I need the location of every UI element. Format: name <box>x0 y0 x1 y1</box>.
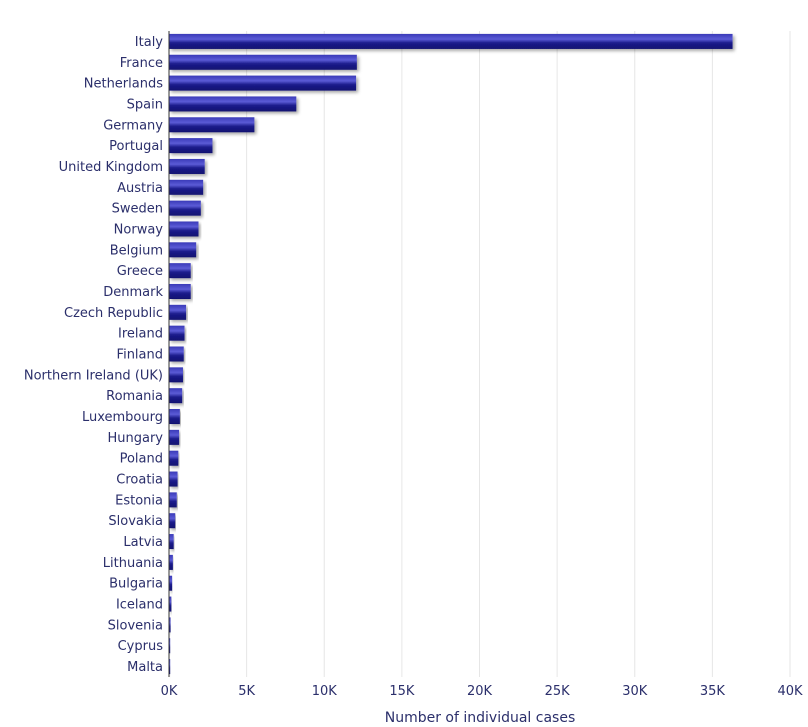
bar[interactable] <box>169 617 171 633</box>
y-category-label: Italy <box>135 35 164 50</box>
y-category-label: Sweden <box>112 202 163 217</box>
y-category-label: Austria <box>117 181 163 196</box>
x-tick-label: 25K <box>545 684 571 699</box>
bar[interactable] <box>169 54 357 70</box>
x-tick-label: 5K <box>238 684 255 699</box>
x-tick-label: 30K <box>622 684 648 699</box>
y-category-label: Cyprus <box>118 639 164 654</box>
bar[interactable] <box>169 367 183 383</box>
y-category-label: Germany <box>103 118 163 133</box>
y-category-label: Estonia <box>115 493 163 508</box>
y-category-label: Greece <box>117 264 163 279</box>
y-category-label: Portugal <box>109 139 163 154</box>
bar[interactable] <box>169 242 197 258</box>
y-category-label: Poland <box>120 452 163 467</box>
y-category-label: France <box>120 56 163 71</box>
x-tick-label: 20K <box>467 684 493 699</box>
bar[interactable] <box>169 263 191 279</box>
x-tick-label: 40K <box>777 684 803 699</box>
bar[interactable] <box>169 304 187 320</box>
y-category-label: Hungary <box>107 431 163 446</box>
x-axis-title: Number of individual cases <box>385 710 576 726</box>
bar[interactable] <box>169 138 213 154</box>
y-category-label: Netherlands <box>84 77 163 92</box>
gridlines <box>246 31 791 677</box>
x-tick-label: 15K <box>389 684 415 699</box>
bar[interactable] <box>169 221 199 237</box>
y-category-label: Norway <box>114 222 164 237</box>
y-category-label: Romania <box>106 389 163 404</box>
y-category-label: Malta <box>127 660 163 675</box>
y-category-label: Bulgaria <box>109 577 163 592</box>
y-category-label: Northern Ireland (UK) <box>24 368 163 383</box>
y-category-label: Ireland <box>118 327 163 342</box>
bar[interactable] <box>169 200 201 216</box>
y-category-label: Croatia <box>116 473 163 488</box>
bar[interactable] <box>169 158 205 174</box>
bar[interactable] <box>169 33 733 49</box>
bar[interactable] <box>169 346 184 362</box>
bar[interactable] <box>169 179 204 195</box>
bar[interactable] <box>169 596 172 612</box>
bar[interactable] <box>169 554 173 570</box>
y-category-label: Luxembourg <box>82 410 163 425</box>
x-axis: 0K 5K 10K 15K 20K 25K 30K 35K 40K <box>161 684 803 699</box>
x-tick-label: 0K <box>161 684 178 699</box>
y-category-label: Iceland <box>116 598 163 613</box>
y-category-label: Latvia <box>123 535 163 550</box>
bar[interactable] <box>169 409 180 425</box>
y-axis: Italy France Netherlands Spain Germany Portug… <box>24 31 170 677</box>
y-category-label: Slovakia <box>108 514 163 529</box>
bar[interactable] <box>169 513 176 529</box>
bar[interactable] <box>169 638 171 654</box>
bar[interactable] <box>169 471 178 487</box>
y-category-label: Slovenia <box>108 618 163 633</box>
bar[interactable] <box>169 575 173 591</box>
y-category-label: Czech Republic <box>64 306 163 321</box>
bar[interactable] <box>169 75 357 91</box>
bar[interactable] <box>169 492 177 508</box>
x-tick-label: 10K <box>312 684 338 699</box>
bar[interactable] <box>169 429 180 445</box>
y-category-label: Lithuania <box>103 556 163 571</box>
bar[interactable] <box>169 325 185 341</box>
y-category-label: Finland <box>117 348 163 363</box>
bar[interactable] <box>169 96 297 112</box>
bar[interactable] <box>169 117 255 133</box>
bar[interactable] <box>169 283 191 299</box>
y-category-label: Belgium <box>110 243 163 258</box>
y-category-label: United Kingdom <box>59 160 163 175</box>
y-category-label: Spain <box>127 97 163 112</box>
bar[interactable] <box>169 388 183 404</box>
bar[interactable] <box>169 450 179 466</box>
bar[interactable] <box>169 659 171 675</box>
x-tick-label: 35K <box>700 684 726 699</box>
bar[interactable] <box>169 534 174 550</box>
y-category-label: Denmark <box>103 285 163 300</box>
bars <box>169 33 733 675</box>
